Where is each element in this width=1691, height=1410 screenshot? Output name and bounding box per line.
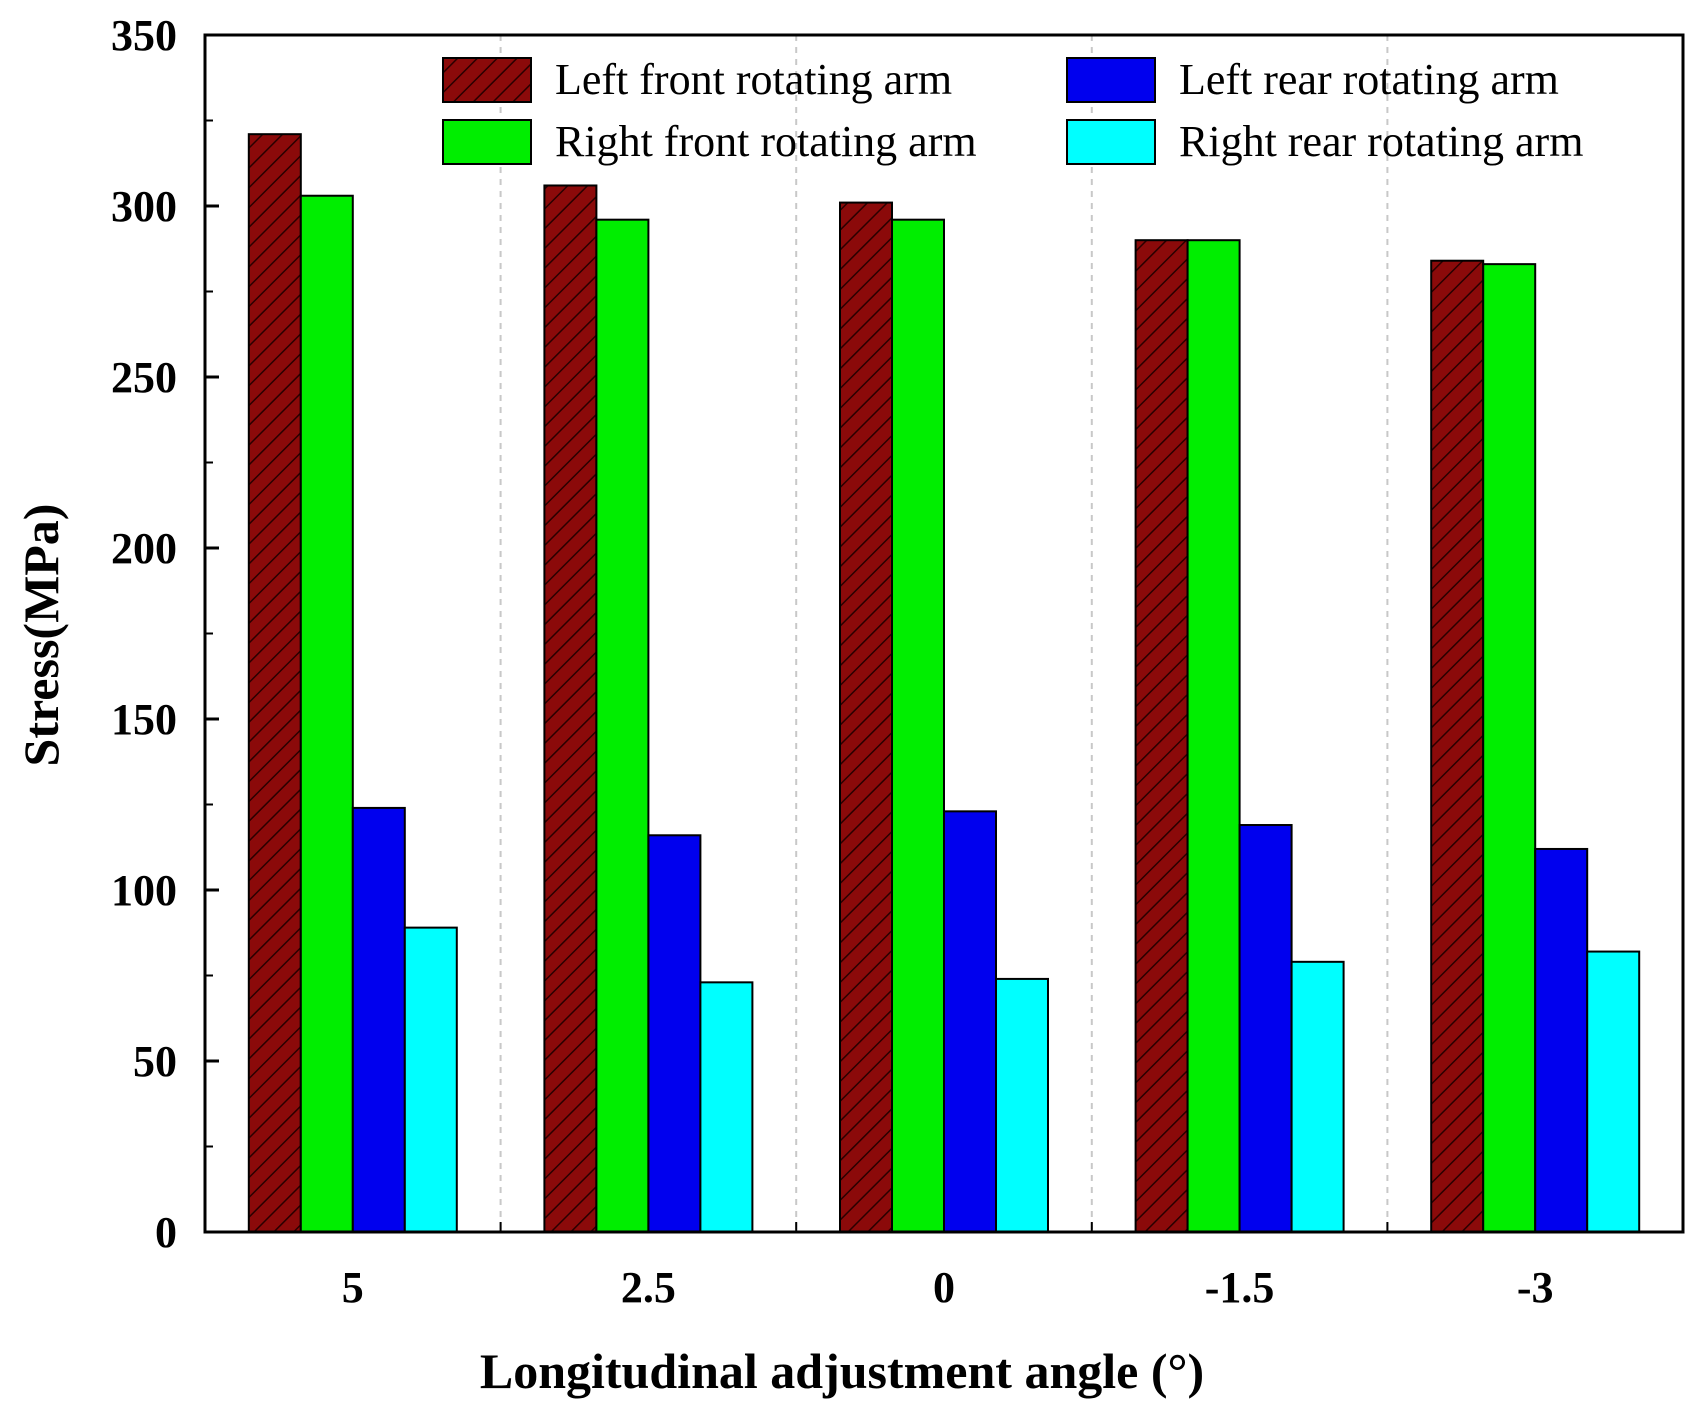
bar-right-front-rotating-arm--1.5 — [1186, 239, 1241, 1233]
y-tick-label: 250 — [111, 353, 177, 402]
bar-left-rear-rotating-arm--3 — [1534, 847, 1589, 1234]
x-tick-label: 0 — [933, 1263, 955, 1312]
legend-label: Left rear rotating arm — [1179, 55, 1559, 104]
legend-swatch — [1066, 119, 1156, 165]
bar-right-front-rotating-arm-2.5 — [595, 218, 650, 1233]
x-tick-label: -3 — [1517, 1263, 1554, 1312]
x-axis-ticks: 5 2.5 0 -1.5 -3 — [204, 1222, 1684, 1312]
y-tick-label: 50 — [133, 1037, 177, 1086]
bar-right-rear-rotating-arm-0 — [995, 977, 1049, 1233]
bar-left-front-rotating-arm--3 — [1430, 259, 1485, 1234]
y-tick-label: 100 — [111, 866, 177, 915]
legend-swatch — [442, 119, 532, 165]
bar-left-front-rotating-arm-5 — [247, 133, 302, 1233]
y-axis-title: Stress(MPa) — [13, 504, 69, 767]
bar-left-rear-rotating-arm-0 — [943, 810, 997, 1234]
bar-right-front-rotating-arm-0 — [891, 218, 945, 1233]
bar-right-rear-rotating-arm--1.5 — [1290, 960, 1345, 1233]
bar-right-rear-rotating-arm-5 — [403, 926, 458, 1233]
legend-swatch — [442, 57, 532, 103]
legend: Left front rotating arm Left rear rotatin… — [442, 55, 1583, 166]
y-tick-label: 350 — [111, 11, 177, 60]
y-axis-ticks: 0 50 100 150 200 250 300 350 — [111, 11, 219, 1257]
bar-left-front-rotating-arm-0 — [839, 201, 893, 1234]
bar-right-rear-rotating-arm--3 — [1586, 950, 1641, 1233]
y-tick-label: 0 — [155, 1208, 177, 1257]
x-tick-label: 5 — [342, 1263, 364, 1312]
x-tick-label: 2.5 — [621, 1263, 676, 1312]
bar-left-rear-rotating-arm-2.5 — [647, 834, 702, 1234]
x-tick-label: -1.5 — [1205, 1263, 1275, 1312]
bars — [247, 133, 1641, 1234]
y-tick-label: 150 — [111, 695, 177, 744]
bar-left-front-rotating-arm-2.5 — [543, 184, 598, 1234]
bar-left-front-rotating-arm--1.5 — [1134, 239, 1189, 1233]
bar-right-front-rotating-arm-5 — [299, 194, 354, 1234]
bar-left-rear-rotating-arm--1.5 — [1238, 824, 1293, 1234]
legend-label: Right rear rotating arm — [1179, 117, 1583, 166]
bar-right-rear-rotating-arm-2.5 — [699, 981, 754, 1234]
legend-label: Right front rotating arm — [555, 117, 977, 166]
legend-swatch — [1066, 57, 1156, 103]
y-tick-label: 200 — [111, 524, 177, 573]
bar-left-rear-rotating-arm-5 — [351, 806, 406, 1233]
bar-right-front-rotating-arm--3 — [1482, 263, 1537, 1233]
x-axis-title: Longitudinal adjustment angle (°) — [480, 1343, 1204, 1399]
legend-label: Left front rotating arm — [555, 55, 952, 104]
group-separators — [499, 35, 1389, 1232]
y-tick-label: 300 — [111, 182, 177, 231]
